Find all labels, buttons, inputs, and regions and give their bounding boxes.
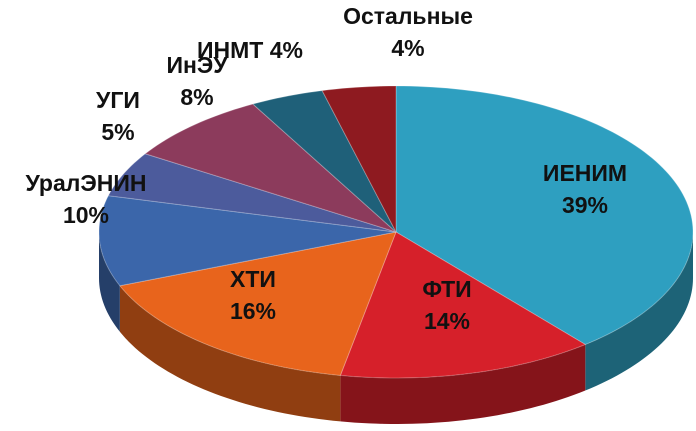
- slice-label-value: 16%: [230, 298, 276, 324]
- slice-label-value: 4%: [270, 37, 303, 63]
- slice: [321, 85, 397, 233]
- slice-label-name: Остальные: [343, 3, 473, 29]
- slice-label-name: ИНМТ: [197, 37, 263, 63]
- slice: [251, 90, 397, 233]
- slice: [339, 231, 587, 379]
- slice-label-value: 10%: [63, 202, 109, 228]
- slice: [118, 231, 397, 376]
- slice-label-value: 4%: [391, 35, 424, 61]
- slice-label: ИНМТ 4%: [197, 37, 303, 63]
- slice-label-value: 5%: [101, 119, 134, 145]
- slice-label-value: 14%: [424, 308, 470, 334]
- slice-side: [119, 285, 341, 422]
- slice-label-name: ХТИ: [230, 266, 276, 292]
- slice: [144, 103, 397, 233]
- slice: [395, 85, 694, 346]
- slice-label-name: ИнЭУ: [166, 52, 228, 78]
- slice-label-name: УГИ: [96, 87, 140, 113]
- slice: [107, 153, 397, 233]
- slice-side: [340, 344, 586, 424]
- slice-label-name: ФТИ: [422, 276, 471, 302]
- slice-label-name: УралЭНИН: [26, 170, 147, 196]
- slice-label-value: 39%: [562, 192, 608, 218]
- slice-label-value: 8%: [180, 84, 213, 110]
- slice: [98, 195, 397, 287]
- slice-label-name: ИЕНИМ: [543, 160, 627, 186]
- slice-side: [99, 232, 120, 332]
- slice-side: [585, 232, 693, 391]
